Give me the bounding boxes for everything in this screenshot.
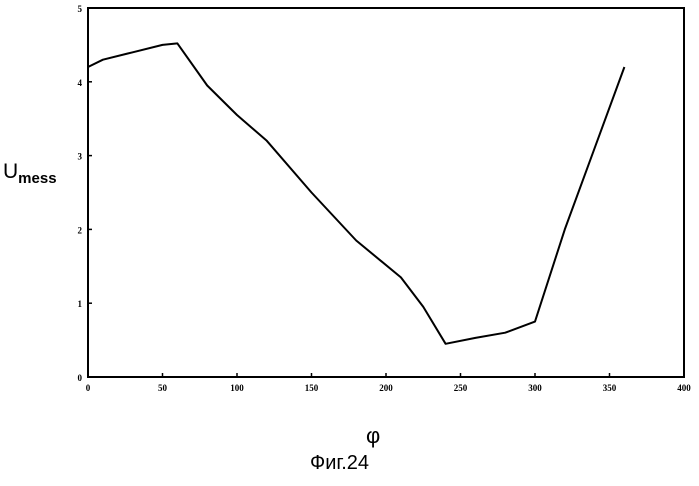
- y-tick-label: 2: [78, 225, 83, 235]
- y-axis-label: Umess: [3, 160, 57, 184]
- plot-frame-border: [88, 8, 684, 377]
- y-tick-label: 3: [78, 152, 83, 162]
- x-tick-label: 100: [230, 383, 244, 393]
- x-tick-label: 50: [158, 383, 168, 393]
- y-tick-label: 0: [78, 373, 83, 383]
- y-tick-label: 1: [78, 299, 83, 309]
- x-axis-label: φ: [366, 423, 380, 449]
- series-group: [88, 43, 624, 343]
- x-tick-label: 0: [86, 383, 91, 393]
- x-tick-label: 200: [379, 383, 393, 393]
- y-axis-ticks: 0 1 2 3 4 5: [78, 4, 93, 383]
- y-tick-label: 4: [78, 78, 83, 88]
- figure-caption: Фиг.24: [310, 452, 369, 475]
- plot-frame: [88, 8, 684, 377]
- x-tick-label: 400: [677, 383, 691, 393]
- y-axis-label-subscript: mess: [18, 170, 56, 187]
- x-tick-label: 150: [305, 383, 319, 393]
- y-axis-label-main: U: [3, 160, 18, 183]
- y-tick-label: 5: [78, 4, 83, 14]
- x-tick-label: 250: [454, 383, 468, 393]
- x-tick-label: 350: [603, 383, 617, 393]
- x-tick-label: 300: [528, 383, 542, 393]
- series-line: [88, 43, 624, 343]
